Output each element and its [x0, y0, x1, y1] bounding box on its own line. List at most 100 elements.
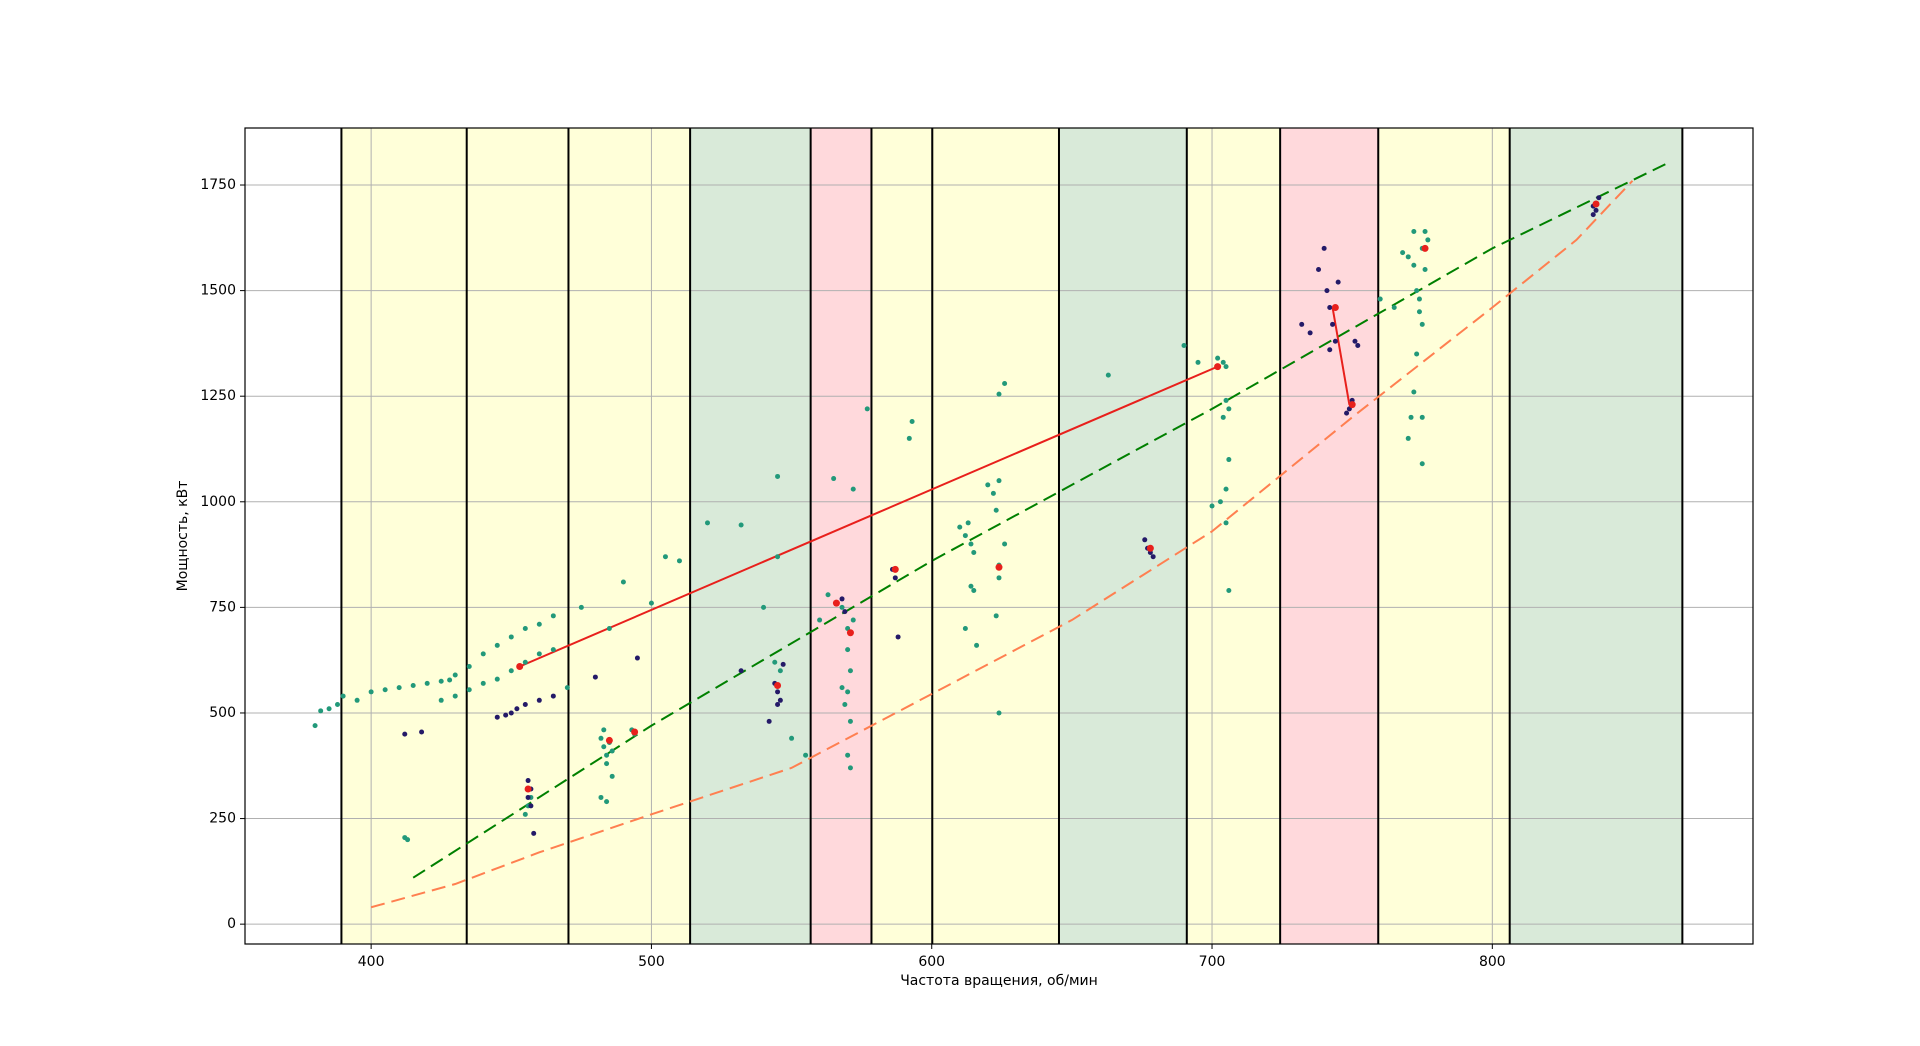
point	[326, 706, 332, 712]
point	[1352, 338, 1358, 344]
point	[1002, 381, 1008, 387]
point	[550, 693, 556, 699]
point	[334, 702, 340, 708]
point	[842, 702, 848, 708]
point	[1419, 321, 1425, 327]
point	[522, 625, 528, 631]
point	[996, 478, 1002, 484]
trend-line	[1331, 307, 1351, 405]
point	[1324, 288, 1330, 294]
point	[761, 604, 767, 610]
point	[508, 668, 514, 674]
point	[1596, 195, 1602, 201]
y-tick-label: 1500	[200, 283, 236, 299]
point	[1405, 435, 1411, 441]
point	[648, 600, 654, 606]
point	[1355, 343, 1361, 349]
point	[452, 693, 458, 699]
point	[1331, 304, 1339, 312]
point	[1400, 250, 1406, 256]
point	[1215, 355, 1221, 361]
point	[846, 629, 854, 637]
point	[1590, 212, 1596, 218]
point	[738, 522, 744, 528]
point	[528, 803, 534, 809]
band	[1509, 128, 1683, 944]
x-axis-label: Частота вращения, об/мин	[900, 973, 1098, 989]
point	[531, 830, 537, 836]
point	[438, 678, 444, 684]
point	[775, 689, 781, 695]
point	[424, 680, 430, 686]
point	[405, 837, 411, 843]
point	[839, 604, 845, 610]
trend-line	[370, 180, 1634, 909]
point	[480, 651, 486, 657]
point	[396, 685, 402, 691]
point	[402, 731, 408, 737]
point	[895, 634, 901, 640]
band	[1186, 128, 1281, 944]
point	[524, 785, 532, 793]
point	[1411, 228, 1417, 234]
point	[850, 486, 856, 492]
point	[514, 706, 520, 712]
y-tick-label: 1000	[200, 494, 236, 510]
point	[772, 659, 778, 665]
point	[845, 647, 851, 653]
point	[780, 661, 786, 667]
y-tick-label: 250	[209, 811, 236, 827]
point	[564, 685, 570, 691]
y-tick-label: 750	[209, 599, 236, 615]
point	[604, 761, 610, 767]
point	[995, 563, 1003, 571]
point	[368, 689, 374, 695]
point	[605, 736, 613, 744]
point	[789, 735, 795, 741]
point	[1377, 296, 1383, 302]
point	[993, 507, 999, 513]
point	[1335, 279, 1341, 285]
point	[1217, 499, 1223, 505]
point	[1181, 343, 1187, 349]
point	[1223, 486, 1229, 492]
point	[1414, 288, 1420, 294]
point	[1344, 410, 1350, 416]
point	[1416, 296, 1422, 302]
point	[318, 708, 324, 714]
band	[690, 128, 811, 944]
x-tick-label: 700	[1199, 954, 1226, 970]
point	[864, 406, 870, 412]
point	[1002, 541, 1008, 547]
point	[522, 811, 528, 817]
band	[466, 128, 569, 944]
point	[525, 794, 531, 800]
point	[831, 476, 837, 482]
point	[962, 625, 968, 631]
point	[993, 613, 999, 619]
point	[847, 765, 853, 771]
point	[847, 718, 853, 724]
point	[996, 575, 1002, 581]
point	[968, 541, 974, 547]
point	[452, 672, 458, 678]
x-tick-label: 800	[1479, 954, 1506, 970]
band	[1378, 128, 1510, 944]
point	[1348, 401, 1356, 409]
point	[738, 668, 744, 674]
point	[1592, 200, 1600, 208]
point	[508, 710, 514, 716]
point	[503, 712, 509, 718]
point	[1105, 372, 1111, 378]
point	[609, 748, 615, 754]
point	[1316, 266, 1322, 272]
point	[968, 583, 974, 589]
point	[1422, 228, 1428, 234]
point	[974, 642, 980, 648]
point	[803, 752, 809, 758]
point	[480, 680, 486, 686]
point	[592, 674, 598, 680]
point	[598, 735, 604, 741]
point	[842, 609, 848, 615]
